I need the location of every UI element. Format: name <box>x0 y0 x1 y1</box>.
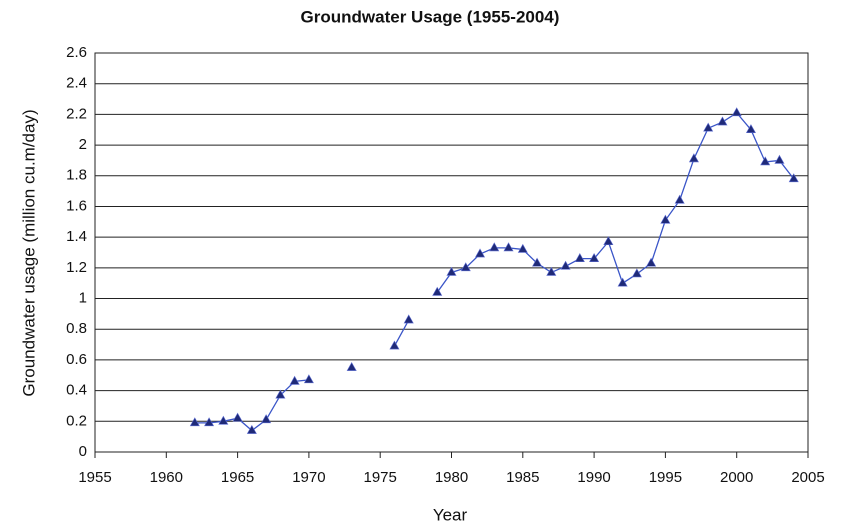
data-point <box>660 214 671 224</box>
y-tick-label: 2.4 <box>66 75 87 92</box>
data-point <box>432 286 443 296</box>
data-point <box>218 415 229 425</box>
data-point <box>631 268 642 278</box>
y-tick-label: 1.8 <box>66 167 87 184</box>
y-tick-label: 2 <box>79 136 87 153</box>
x-tick-label: 1960 <box>150 469 183 486</box>
data-point <box>774 154 785 164</box>
y-tick-label: 2.2 <box>66 105 87 122</box>
data-line <box>194 111 795 432</box>
x-tick-label: 1985 <box>506 469 539 486</box>
data-point <box>189 417 200 427</box>
y-tick-label: 1.2 <box>66 259 87 276</box>
data-point <box>703 122 714 132</box>
x-tick-label: 1990 <box>577 469 610 486</box>
data-point <box>389 340 400 350</box>
data-point <box>674 194 685 204</box>
y-tick-label: 0 <box>79 443 87 460</box>
data-point <box>560 260 571 270</box>
data-point <box>731 107 742 117</box>
data-point <box>503 242 514 252</box>
x-tick-label: 1995 <box>649 469 682 486</box>
y-tick-label: 1.6 <box>66 197 87 214</box>
data-point <box>275 389 286 399</box>
data-point <box>303 374 314 384</box>
data-point <box>717 116 728 126</box>
chart-title: Groundwater Usage (1955-2004) <box>301 7 560 26</box>
x-axis-label: Year <box>433 505 468 524</box>
y-tick-label: 0.8 <box>66 320 87 337</box>
x-tick-label: 2005 <box>791 469 824 486</box>
y-tick-label: 0.6 <box>66 351 87 368</box>
data-point <box>475 248 486 258</box>
x-tick-label: 1955 <box>78 469 111 486</box>
data-point <box>546 266 557 276</box>
data-point <box>688 153 699 163</box>
x-tick-label: 1965 <box>221 469 254 486</box>
data-point <box>261 414 272 424</box>
data-point <box>460 262 471 272</box>
data-point <box>346 361 357 371</box>
data-point <box>574 253 585 262</box>
data-point <box>532 257 543 267</box>
data-point <box>489 242 500 252</box>
y-tick-label: 2.6 <box>66 44 87 61</box>
data-point <box>289 375 300 385</box>
y-tick-label: 1.4 <box>66 228 87 245</box>
data-point <box>517 243 528 253</box>
data-point <box>745 124 756 134</box>
x-tick-label: 1980 <box>435 469 468 486</box>
y-tick-label: 1 <box>79 290 87 307</box>
data-point <box>446 266 457 276</box>
y-axis-label: Groundwater usage (million cu.m/day) <box>19 109 38 396</box>
data-point <box>788 173 799 183</box>
data-point <box>646 257 657 267</box>
y-tick-label: 0.2 <box>66 412 87 429</box>
x-tick-label: 2000 <box>720 469 753 486</box>
data-point <box>204 417 215 427</box>
data-point <box>403 314 414 324</box>
data-point <box>760 156 771 166</box>
data-point <box>232 412 243 422</box>
data-point <box>603 236 614 246</box>
x-tick-label: 1970 <box>292 469 325 486</box>
data-point <box>617 277 628 287</box>
data-point <box>246 424 257 434</box>
y-tick-label: 0.4 <box>66 382 87 399</box>
data-point <box>589 253 600 262</box>
x-tick-label: 1975 <box>364 469 397 486</box>
plot-border <box>94 52 809 453</box>
